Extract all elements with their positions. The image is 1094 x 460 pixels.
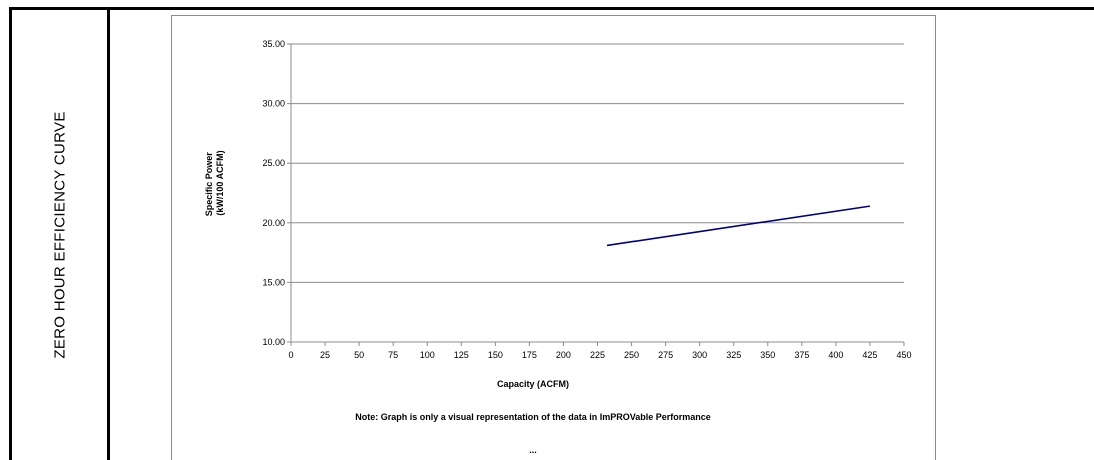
y-tick-label-5: 35.00 bbox=[262, 39, 285, 49]
x-tick-label-5: 125 bbox=[454, 350, 469, 360]
x-tick-label-15: 375 bbox=[794, 350, 809, 360]
left-border bbox=[9, 7, 12, 460]
x-tick-label-17: 425 bbox=[862, 350, 877, 360]
chart-ellipsis: ... bbox=[529, 445, 537, 455]
x-tick-label-13: 325 bbox=[726, 350, 741, 360]
x-tick-label-2: 50 bbox=[354, 350, 364, 360]
x-tick-label-9: 225 bbox=[590, 350, 605, 360]
x-tick-label-11: 275 bbox=[658, 350, 673, 360]
x-tick-label-4: 100 bbox=[420, 350, 435, 360]
x-tick-label-12: 300 bbox=[692, 350, 707, 360]
y-tick-label-1: 15.00 bbox=[262, 277, 285, 287]
series-line-0 bbox=[606, 205, 871, 247]
chart-frame bbox=[171, 15, 936, 460]
chart-note: Note: Graph is only a visual representat… bbox=[355, 412, 711, 422]
x-tick-label-7: 175 bbox=[522, 350, 537, 360]
y-tick-label-4: 30.00 bbox=[262, 99, 285, 109]
y-axis-title-line-2: (kW/100 ACFM) bbox=[215, 150, 225, 215]
x-tick-label-0: 0 bbox=[288, 350, 293, 360]
y-tick-label-0: 10.00 bbox=[262, 337, 285, 347]
x-axis-title: Capacity (ACFM) bbox=[497, 379, 569, 389]
x-tick-label-16: 400 bbox=[828, 350, 843, 360]
series-lines bbox=[606, 205, 871, 247]
tick-labels: 10.00 15.00 20.00 25.00 30.00 35.00 0 25 50 75 100… bbox=[262, 39, 911, 360]
x-tick-label-1: 25 bbox=[320, 350, 330, 360]
x-tick-label-3: 75 bbox=[388, 350, 398, 360]
column-divider bbox=[107, 7, 110, 460]
y-axis-title-line-1: Specific Power bbox=[204, 152, 214, 217]
x-tick-label-10: 250 bbox=[624, 350, 639, 360]
top-border bbox=[9, 7, 1094, 10]
grid-lines bbox=[291, 43, 904, 283]
x-tick-label-14: 350 bbox=[760, 350, 775, 360]
y-tick-label-3: 25.00 bbox=[262, 158, 285, 168]
y-axis-title: Specific Power (kW/100 ACFM) bbox=[204, 150, 225, 217]
x-tick-label-18: 450 bbox=[896, 350, 911, 360]
x-tick-label-8: 200 bbox=[556, 350, 571, 360]
axes bbox=[287, 43, 905, 346]
x-tick-label-6: 150 bbox=[488, 350, 503, 360]
y-tick-label-2: 20.00 bbox=[262, 218, 285, 228]
